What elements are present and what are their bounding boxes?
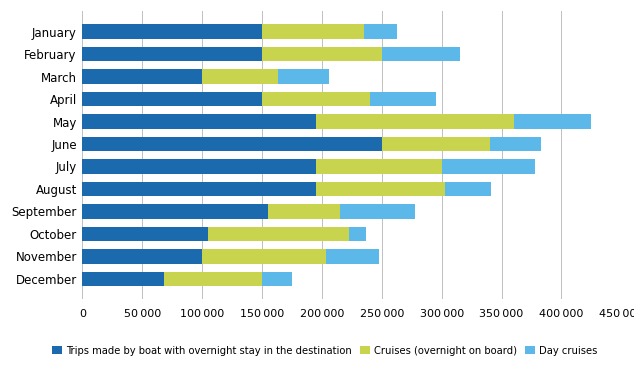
Bar	[278, 69, 329, 84]
Bar	[202, 249, 325, 264]
Bar	[164, 272, 262, 286]
Bar	[82, 92, 262, 106]
Bar	[316, 114, 514, 129]
Bar	[262, 47, 382, 61]
Bar	[442, 159, 535, 174]
Bar	[82, 47, 262, 61]
Bar	[316, 159, 442, 174]
Bar	[82, 182, 316, 196]
Bar	[316, 182, 445, 196]
Bar	[208, 227, 349, 241]
Bar	[82, 137, 382, 151]
Bar	[82, 24, 262, 39]
Bar	[382, 137, 489, 151]
Bar	[514, 114, 592, 129]
Bar	[489, 137, 541, 151]
Bar	[82, 249, 202, 264]
Bar	[382, 47, 460, 61]
Bar	[262, 24, 364, 39]
Bar	[349, 227, 366, 241]
Bar	[268, 204, 340, 219]
Bar	[82, 114, 316, 129]
Bar	[82, 69, 202, 84]
Bar	[262, 92, 370, 106]
Bar	[262, 272, 292, 286]
Bar	[364, 24, 398, 39]
Bar	[82, 204, 268, 219]
Bar	[370, 92, 436, 106]
Bar	[202, 69, 278, 84]
Legend: Trips made by boat with overnight stay in the destination, Cruises (overnight on: Trips made by boat with overnight stay i…	[48, 341, 602, 360]
Bar	[82, 159, 316, 174]
Bar	[340, 204, 415, 219]
Bar	[82, 272, 164, 286]
Bar	[445, 182, 491, 196]
Bar	[325, 249, 379, 264]
Bar	[82, 227, 208, 241]
